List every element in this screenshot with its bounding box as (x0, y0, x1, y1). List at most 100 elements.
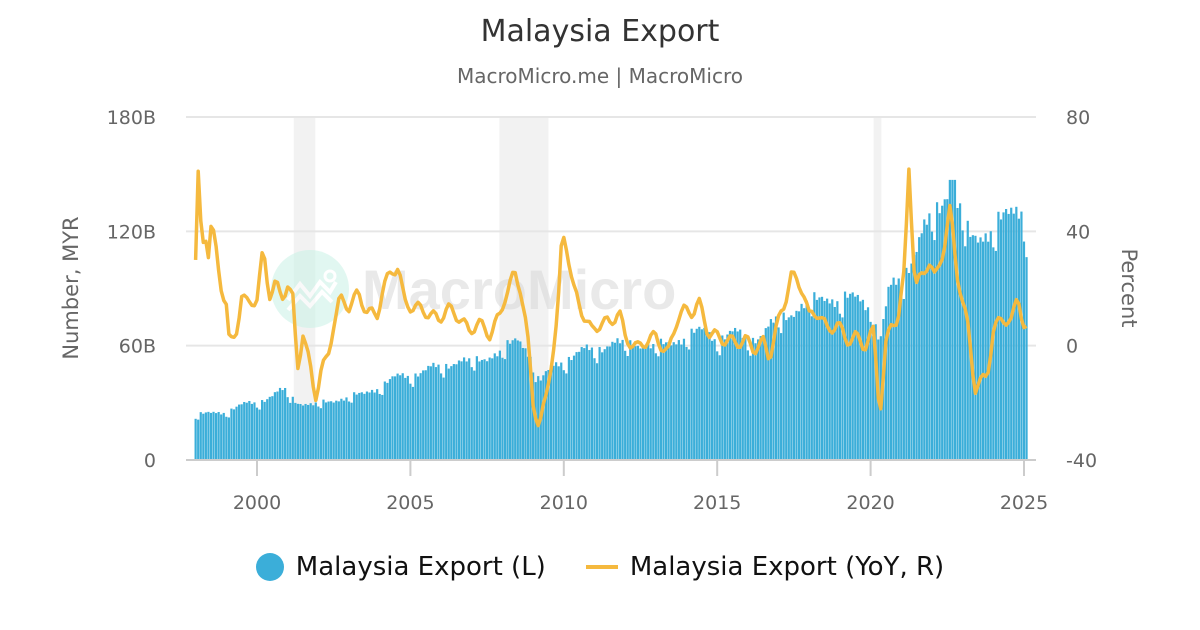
bar (664, 342, 668, 460)
bar (552, 365, 555, 460)
bar (984, 233, 987, 460)
bar (943, 199, 946, 461)
bar (393, 376, 397, 460)
bar (355, 394, 358, 460)
bar (493, 353, 496, 460)
bar (271, 396, 274, 460)
bar (785, 320, 788, 460)
bar (452, 364, 455, 460)
bar (572, 355, 576, 460)
bar (424, 370, 427, 460)
bar (516, 340, 519, 460)
bar (291, 396, 294, 460)
bar (526, 356, 530, 460)
axes: 2000 2005 2010 2015 2020 2025 0 60B 120B 180B -40 0… (59, 107, 1141, 514)
bar (910, 263, 913, 460)
bar (956, 207, 959, 460)
bar (992, 247, 995, 460)
bar (647, 343, 650, 460)
bar (946, 199, 949, 460)
bar (644, 347, 647, 460)
bar (843, 291, 847, 460)
bar (342, 400, 346, 460)
bar (662, 344, 665, 460)
bar (895, 284, 898, 460)
bar (849, 293, 852, 460)
bar (634, 346, 637, 460)
bar (613, 342, 617, 460)
bar (422, 370, 425, 460)
bar (473, 370, 476, 460)
bar (974, 235, 977, 460)
bar (324, 402, 328, 460)
bar (416, 376, 420, 460)
bar (826, 298, 829, 460)
bar (836, 301, 839, 460)
bar (603, 349, 606, 460)
bar (698, 326, 701, 460)
bar (971, 235, 974, 460)
bar (350, 402, 353, 460)
legend-item-yoy[interactable]: Malaysia Export (YoY, R) (585, 552, 944, 582)
bar (810, 316, 813, 460)
bar (948, 179, 951, 460)
bar (537, 376, 540, 460)
bar (703, 327, 706, 460)
bar (966, 220, 969, 460)
bar (261, 400, 264, 460)
bar (601, 352, 604, 460)
bar (427, 365, 430, 460)
bar (820, 296, 824, 460)
bar (923, 219, 926, 460)
bar (286, 397, 289, 460)
bar (529, 356, 532, 460)
bar (889, 284, 893, 460)
bar (626, 355, 629, 460)
bar (746, 350, 749, 460)
bar (383, 381, 386, 460)
bar (319, 408, 323, 460)
bar (1015, 206, 1018, 460)
x-tick-label: 2025 (1000, 492, 1048, 514)
bar (199, 412, 202, 460)
bar (790, 315, 793, 460)
bar (207, 411, 210, 460)
bar (340, 398, 343, 460)
bar (386, 382, 389, 460)
bar (496, 356, 499, 460)
bar (511, 340, 514, 460)
bar (245, 402, 248, 460)
bar (235, 406, 238, 460)
bar (598, 347, 601, 460)
bar (659, 338, 663, 460)
bar (475, 356, 478, 460)
bar (621, 339, 624, 460)
bar (480, 359, 484, 460)
bar (396, 373, 399, 460)
y-left-axis-title: Number, MYR (59, 216, 83, 359)
y-right-tick-label: 40 (1066, 221, 1090, 243)
bar (457, 360, 461, 460)
bar (841, 317, 844, 460)
bar (675, 344, 678, 460)
bar (399, 375, 402, 460)
bar (733, 327, 737, 460)
bar (976, 242, 980, 460)
bar (212, 411, 215, 460)
bar (731, 331, 734, 460)
legend-item-export[interactable]: Malaysia Export (L) (255, 552, 546, 582)
bar (432, 362, 435, 460)
bar (1017, 218, 1020, 460)
bar (938, 213, 941, 460)
chart-title: Malaysia Export (480, 14, 720, 49)
bar (532, 372, 535, 460)
bar (800, 303, 803, 460)
bar (611, 341, 614, 460)
legend-circle-icon (255, 553, 284, 581)
bar (330, 401, 333, 460)
bar (718, 355, 721, 460)
bar (322, 399, 325, 460)
bar (757, 339, 760, 460)
line-series-yoy (193, 167, 1028, 428)
y-left-tick-label: 0 (144, 450, 156, 472)
